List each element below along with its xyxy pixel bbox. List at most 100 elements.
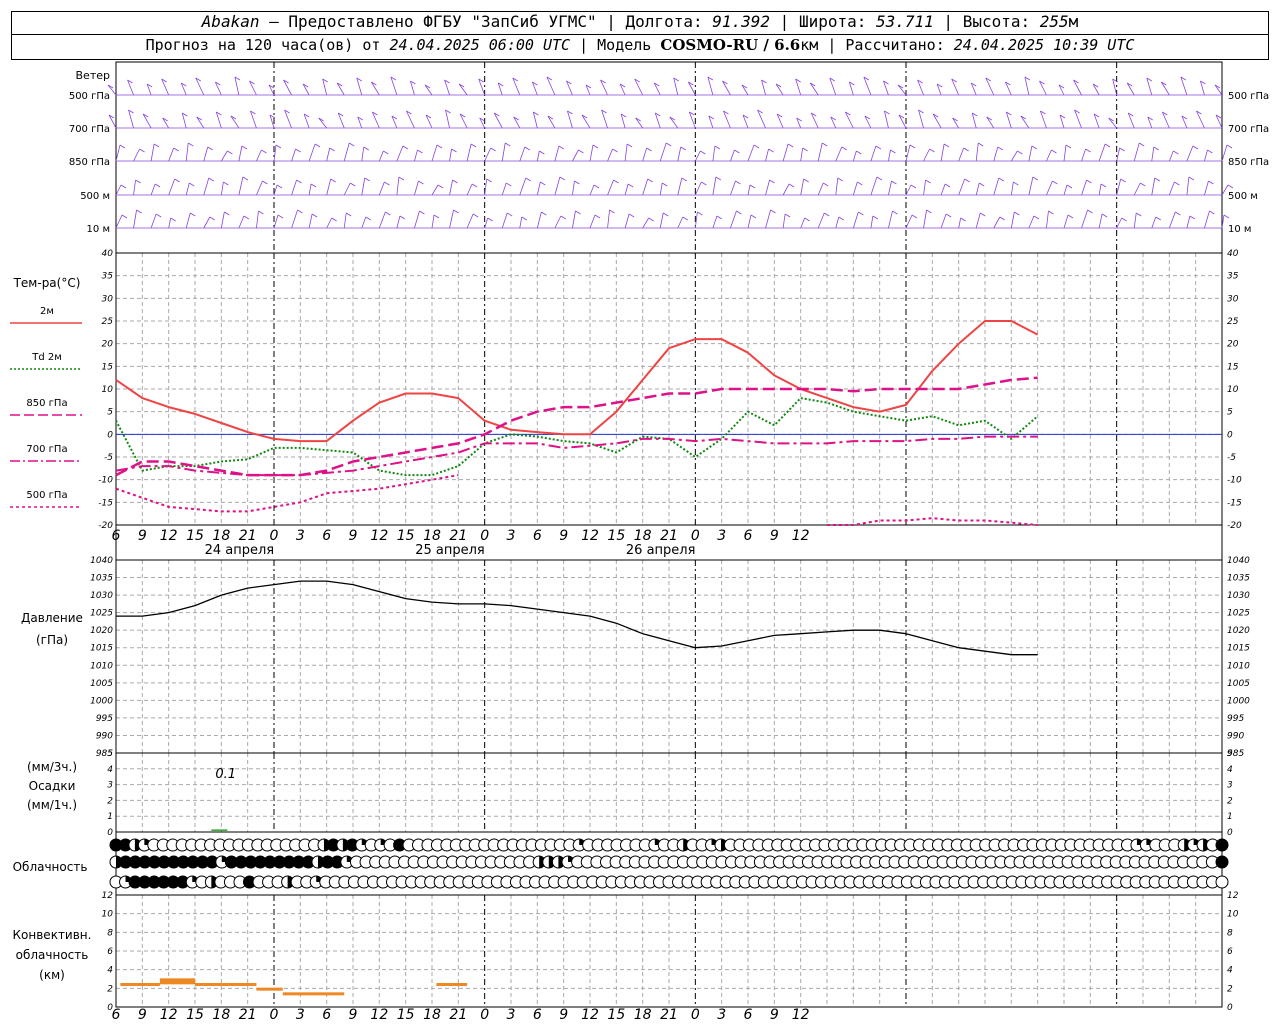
wind-barb bbox=[326, 147, 331, 162]
wind-barb bbox=[396, 176, 400, 196]
y-tick-label: 0 bbox=[107, 828, 113, 838]
wind-barb-feather bbox=[708, 115, 715, 120]
wind-barb-feather bbox=[363, 146, 369, 151]
wind-barb-feather bbox=[241, 145, 248, 150]
wind-barb bbox=[932, 113, 942, 129]
y-tick-label-right: 1005 bbox=[1227, 679, 1250, 689]
wind-barb-feather bbox=[365, 216, 371, 221]
wind-barb-feather bbox=[311, 213, 318, 218]
wind-barb-feather bbox=[654, 82, 660, 87]
wind-barb-feather bbox=[1051, 149, 1057, 154]
wind-barb bbox=[390, 76, 398, 96]
info-separator: | bbox=[570, 36, 598, 54]
wind-barb-feather bbox=[453, 209, 459, 214]
wind-barb bbox=[659, 182, 663, 196]
wind-barb-feather bbox=[917, 79, 923, 84]
wind-barb bbox=[712, 215, 718, 229]
wind-barb-feather bbox=[181, 82, 187, 87]
wind-barb bbox=[337, 112, 345, 129]
time-tick-label: 0 bbox=[480, 1007, 489, 1023]
wind-barb-feather bbox=[1074, 109, 1080, 114]
y-tick-label: -20 bbox=[98, 521, 113, 531]
wind-barb-feather bbox=[776, 113, 783, 118]
wind-barb-feather bbox=[943, 143, 950, 148]
time-tick-label: 0 bbox=[480, 528, 489, 544]
y-tick-label: 985 bbox=[96, 749, 113, 759]
wind-barb-feather bbox=[223, 181, 229, 186]
wind-barb bbox=[484, 178, 488, 196]
wind-barb bbox=[742, 114, 749, 129]
wind-barb-feather bbox=[1174, 181, 1180, 186]
wind-barb bbox=[531, 81, 538, 96]
series-line-t700 bbox=[115, 435, 1038, 477]
wind-barb-feather bbox=[883, 80, 889, 85]
wind-barb-feather bbox=[399, 215, 406, 220]
y-tick-label: 20 bbox=[102, 340, 114, 350]
wind-barb bbox=[1081, 209, 1088, 229]
wind-barb bbox=[185, 182, 190, 196]
wind-barb bbox=[449, 209, 454, 229]
wind-barb-feather bbox=[769, 179, 775, 184]
wind-barb bbox=[356, 77, 363, 96]
wind-barb-feather bbox=[230, 115, 237, 120]
time-axis: 6 9 12 15 18 21 0 3 6 9 12 15 18 21 0 3 6 9 12 15 18 21 0 3 6 9 12 bbox=[112, 1007, 810, 1023]
wind-barb-feather bbox=[1127, 82, 1133, 87]
wind-barb-feather bbox=[329, 147, 335, 152]
wind-barb-feather bbox=[356, 77, 362, 82]
station-name: Abakan bbox=[201, 12, 260, 31]
wind-barb-feather bbox=[269, 114, 276, 119]
wind-barb-feather bbox=[296, 179, 302, 184]
y-tick-label: 35 bbox=[102, 272, 114, 282]
wind-barb-feather bbox=[787, 143, 794, 148]
y-tick-label-right: -20 bbox=[1227, 521, 1242, 531]
wind-barb bbox=[273, 214, 279, 229]
cloud-title: Облачность bbox=[13, 860, 88, 874]
wind-barb bbox=[238, 215, 245, 229]
legend-label: 500 гПа bbox=[26, 490, 67, 501]
wind-barb bbox=[1196, 110, 1205, 129]
wind-barb-feather bbox=[249, 80, 255, 85]
wind-barb bbox=[127, 79, 134, 96]
y-tick-label-right: 1035 bbox=[1227, 574, 1250, 584]
y-tick-label-right: 30 bbox=[1227, 294, 1239, 304]
wind-barb bbox=[1093, 113, 1100, 129]
precip-title: Осадки bbox=[29, 779, 76, 793]
wind-barb bbox=[513, 116, 521, 129]
wind-barb-feather bbox=[498, 82, 504, 87]
wind-barb bbox=[642, 178, 649, 196]
wind-barb bbox=[923, 148, 930, 162]
wind-barb bbox=[479, 117, 486, 129]
wind-barb bbox=[1186, 145, 1194, 162]
title-separator: | bbox=[596, 12, 626, 31]
wind-barb bbox=[1028, 215, 1035, 229]
wind-barb bbox=[425, 114, 433, 129]
wind-barb bbox=[917, 79, 924, 96]
wind-barb-feather bbox=[182, 112, 188, 117]
wind-barb-feather bbox=[701, 181, 707, 186]
y-tick-label-right: 40 bbox=[1227, 249, 1239, 259]
wind-barb bbox=[1046, 180, 1053, 196]
wind-barb bbox=[619, 83, 626, 96]
wind-barb-feather bbox=[1101, 213, 1108, 218]
y-tick-label-right: 1000 bbox=[1227, 696, 1250, 706]
wind-barb-feather bbox=[1048, 210, 1054, 215]
wind-barb-feather bbox=[700, 150, 706, 155]
wind-barb bbox=[414, 180, 419, 196]
wind-barb-feather bbox=[560, 215, 567, 220]
wind-barb bbox=[624, 143, 628, 162]
wind-barb bbox=[624, 183, 629, 196]
wind-barb-feather bbox=[838, 216, 844, 221]
wind-barb bbox=[1180, 76, 1188, 96]
time-tick-label: 6 bbox=[744, 528, 753, 544]
wind-barb bbox=[747, 214, 752, 229]
wind-barb bbox=[694, 181, 702, 196]
wind-barb bbox=[230, 115, 240, 129]
wind-barb bbox=[185, 142, 189, 162]
wind-barb bbox=[203, 177, 210, 196]
wind-barb bbox=[1181, 115, 1188, 129]
wind-barb bbox=[459, 113, 468, 129]
wind-barb bbox=[532, 111, 538, 129]
wind-barb bbox=[1081, 148, 1086, 162]
wind-barb-feather bbox=[784, 213, 791, 218]
wind-barb bbox=[162, 117, 170, 129]
